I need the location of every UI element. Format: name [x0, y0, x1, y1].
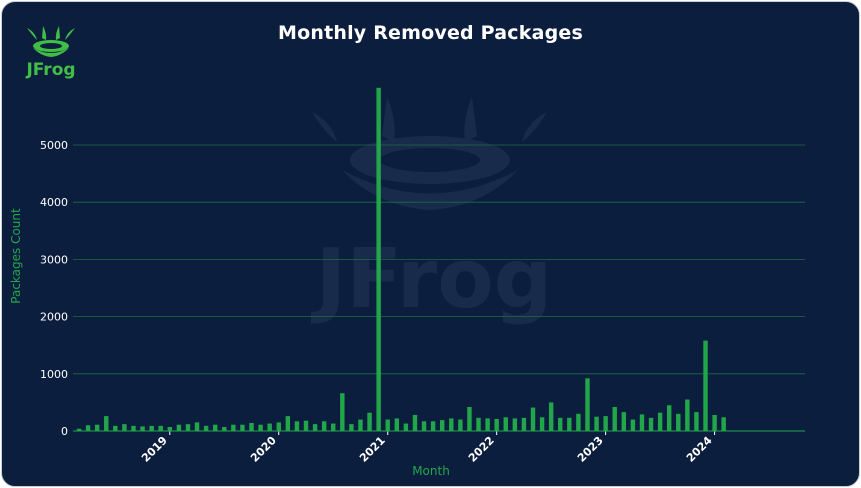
y-tick-label: 0 — [61, 425, 68, 438]
bar — [158, 425, 163, 431]
bar — [85, 425, 91, 431]
bar — [558, 417, 563, 431]
bar — [231, 424, 236, 431]
bar — [639, 414, 645, 431]
bar — [240, 424, 245, 431]
bar — [621, 412, 626, 431]
bar — [303, 420, 309, 431]
bar — [530, 407, 536, 431]
x-tick-label: 2020 — [248, 434, 279, 465]
bar — [694, 412, 699, 431]
bar — [576, 413, 581, 431]
bar — [467, 406, 472, 431]
bar — [131, 425, 136, 431]
bar — [458, 419, 463, 431]
bar — [358, 419, 363, 431]
bar — [104, 416, 109, 431]
bar — [485, 418, 490, 431]
logo-text: JFrog — [25, 60, 75, 80]
bar — [331, 423, 336, 431]
y-tick-label: 2000 — [40, 311, 68, 324]
bar — [648, 417, 654, 431]
bar — [94, 424, 100, 431]
bar — [267, 423, 272, 431]
bar — [185, 424, 191, 431]
bar — [676, 413, 681, 431]
bar — [430, 421, 436, 431]
bar — [521, 417, 527, 431]
bar — [376, 87, 381, 432]
bar — [321, 421, 327, 431]
bar — [203, 425, 209, 431]
bar — [721, 417, 726, 431]
bar — [685, 399, 690, 431]
bar — [149, 425, 154, 431]
bar — [412, 414, 418, 431]
bar — [294, 421, 300, 431]
bar — [403, 423, 409, 431]
bar — [440, 420, 445, 431]
bar — [249, 422, 254, 431]
bar — [594, 416, 599, 431]
bar — [176, 424, 182, 431]
bar — [503, 417, 508, 431]
bar — [567, 417, 572, 431]
bar — [630, 419, 636, 431]
bar — [258, 424, 263, 431]
x-tick-label: 2023 — [575, 434, 606, 465]
bar — [122, 424, 127, 431]
x-tick-label: 2022 — [466, 434, 497, 465]
bar — [512, 418, 518, 431]
bar — [194, 422, 200, 431]
bar — [585, 378, 590, 431]
bar — [703, 340, 708, 431]
bar — [276, 422, 281, 431]
bar — [285, 416, 291, 431]
bar — [712, 414, 717, 431]
bar — [548, 402, 554, 431]
bar — [539, 417, 545, 431]
y-tick-label: 5000 — [40, 139, 68, 152]
jfrog-watermark: JFrog — [311, 97, 553, 327]
bar — [340, 393, 345, 431]
bar — [394, 418, 399, 431]
x-axis-label: Month — [412, 464, 450, 478]
y-tick-label: 4000 — [40, 196, 68, 209]
bar — [113, 425, 118, 431]
bar — [657, 412, 663, 431]
watermark-text: JFrog — [311, 232, 553, 327]
y-tick-label: 1000 — [40, 368, 68, 381]
bar — [494, 418, 499, 431]
bar — [222, 426, 227, 431]
bar — [349, 424, 354, 431]
bar — [167, 426, 172, 431]
y-tick-label: 3000 — [40, 253, 68, 266]
bar — [449, 418, 454, 431]
bar — [213, 424, 218, 431]
chart-title: Monthly Removed Packages — [277, 22, 583, 44]
jfrog-logo: JFrog — [25, 26, 76, 80]
bar — [612, 406, 617, 431]
bar — [667, 405, 672, 431]
bar — [367, 412, 372, 431]
bar — [140, 426, 145, 431]
x-tick-label: 2021 — [357, 434, 388, 465]
y-axis-label: Packages Count — [9, 208, 23, 304]
x-tick-label: 2019 — [139, 434, 170, 465]
bar — [385, 419, 390, 431]
x-tick-label: 2024 — [684, 434, 715, 465]
bar — [603, 416, 608, 431]
bar — [421, 421, 427, 431]
bar — [476, 417, 481, 431]
bar — [76, 428, 82, 431]
bar — [312, 424, 318, 431]
